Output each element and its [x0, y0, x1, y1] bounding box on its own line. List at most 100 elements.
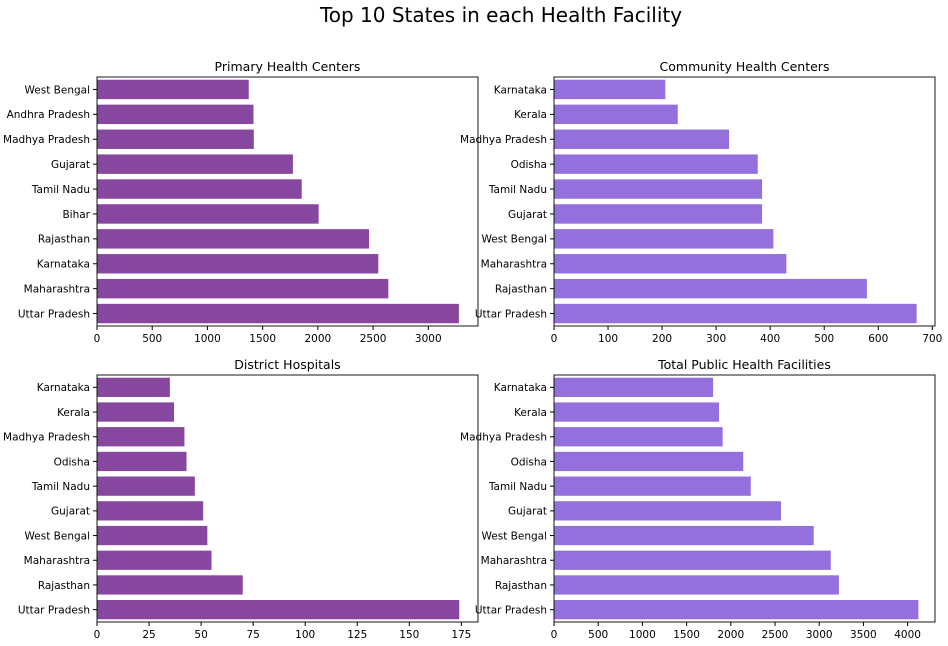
bar: [554, 104, 678, 125]
bar: [554, 278, 867, 299]
y-tick-label: Karnataka: [494, 84, 547, 96]
y-tick-label: West Bengal: [25, 530, 91, 542]
x-tick-label: 75: [246, 629, 259, 641]
y-tick-label: Maharashtra: [24, 555, 90, 567]
axes-frame: [553, 374, 936, 623]
x-tick-label: 400: [760, 333, 780, 345]
y-tick-label: Kerala: [57, 407, 90, 419]
bar: [97, 278, 389, 299]
bar: [554, 303, 917, 324]
x-tick-label: 1000: [194, 333, 221, 345]
y-tick-label: Madhya Pradesh: [3, 432, 90, 444]
panel-title: Community Health Centers: [660, 59, 830, 74]
bar: [554, 427, 723, 447]
chart-panels: Primary Health Centers Uttar Pradesh Mahar…: [3, 59, 942, 641]
y-tick-label: Karnataka: [37, 259, 90, 271]
bar: [554, 575, 839, 595]
bar: [97, 204, 319, 224]
axes-frame: [553, 76, 936, 327]
y-tick-label: West Bengal: [482, 234, 548, 246]
y-tick-label: Gujarat: [508, 209, 547, 221]
x-tick-label: 2500: [762, 629, 789, 641]
y-tick-label: Tamil Nadu: [488, 481, 547, 493]
bar: [97, 377, 170, 397]
y-tick-label: Karnataka: [494, 382, 547, 394]
y-tick-label: Uttar Pradesh: [475, 604, 547, 616]
x-tick-label: 0: [94, 629, 101, 641]
y-tick-label: Rajasthan: [38, 580, 90, 592]
x-tick-label: 2500: [360, 333, 387, 345]
x-tick-label: 3500: [850, 629, 877, 641]
bar: [554, 501, 782, 521]
axes-frame: [96, 374, 479, 623]
y-tick-label: West Bengal: [482, 530, 548, 542]
bar: [554, 451, 744, 472]
figure-title: Top 10 States in each Health Facility: [319, 3, 682, 27]
bar: [554, 476, 751, 496]
bar: [554, 179, 763, 199]
x-tick-label: 125: [347, 629, 367, 641]
y-tick-label: Karnataka: [37, 382, 90, 394]
y-tick-label: Madhya Pradesh: [460, 432, 547, 444]
x-tick-label: 500: [142, 333, 162, 345]
y-tick-label: Odisha: [511, 159, 547, 171]
bar: [554, 154, 758, 174]
x-tick-label: 200: [652, 333, 672, 345]
y-tick-label: West Bengal: [25, 84, 91, 96]
bar: [554, 79, 666, 100]
bar: [554, 129, 730, 149]
x-tick-label: 0: [551, 629, 558, 641]
y-tick-label: Madhya Pradesh: [460, 134, 547, 146]
x-tick-label: 300: [706, 333, 726, 345]
y-tick-label: Tamil Nadu: [31, 184, 90, 196]
y-tick-label: Uttar Pradesh: [18, 308, 90, 320]
x-tick-label: 1500: [673, 629, 700, 641]
x-tick-label: 3000: [415, 333, 442, 345]
bar: [554, 229, 774, 249]
chart-panel-1: Primary Health Centers Uttar Pradesh Mahar…: [3, 59, 479, 345]
panel-title: Total Public Health Facilities: [657, 357, 831, 372]
bar: [97, 451, 187, 472]
y-tick-label: Gujarat: [508, 506, 547, 518]
x-tick-label: 100: [295, 629, 315, 641]
y-tick-label: Uttar Pradesh: [475, 308, 547, 320]
y-tick-label: Maharashtra: [481, 259, 547, 271]
bar: [97, 104, 254, 125]
y-tick-label: Gujarat: [51, 159, 90, 171]
bar: [554, 600, 919, 620]
bar: [97, 154, 293, 174]
bar: [97, 79, 249, 100]
panel-title: Primary Health Centers: [215, 59, 361, 74]
y-tick-label: Odisha: [54, 456, 90, 468]
x-tick-label: 100: [598, 333, 618, 345]
y-tick-label: Tamil Nadu: [488, 184, 547, 196]
chart-panel-3: District Hospitals Uttar Pradesh Rajasthan…: [3, 357, 479, 641]
bar: [554, 377, 714, 397]
y-tick-label: Kerala: [514, 407, 547, 419]
bar: [97, 550, 212, 570]
y-tick-label: Kerala: [514, 109, 547, 121]
bar: [554, 204, 763, 224]
x-tick-label: 25: [142, 629, 155, 641]
bar: [554, 402, 720, 422]
x-tick-label: 500: [588, 629, 608, 641]
bar: [554, 550, 831, 570]
x-tick-label: 2000: [717, 629, 744, 641]
axes-frame: [96, 76, 479, 327]
chart-panel-4: Total Public Health Facilities Uttar Prad…: [460, 357, 936, 641]
x-tick-label: 175: [451, 629, 471, 641]
bar: [97, 476, 195, 496]
y-tick-label: Rajasthan: [495, 580, 547, 592]
y-tick-label: Maharashtra: [24, 283, 90, 295]
bar: [97, 501, 204, 521]
y-tick-label: Maharashtra: [481, 555, 547, 567]
bar: [554, 254, 787, 274]
x-tick-label: 50: [194, 629, 207, 641]
x-tick-label: 2000: [305, 333, 332, 345]
panel-title: District Hospitals: [234, 357, 340, 372]
y-tick-label: Gujarat: [51, 506, 90, 518]
bar: [97, 179, 302, 199]
bar: [97, 575, 243, 595]
x-tick-label: 0: [551, 333, 558, 345]
